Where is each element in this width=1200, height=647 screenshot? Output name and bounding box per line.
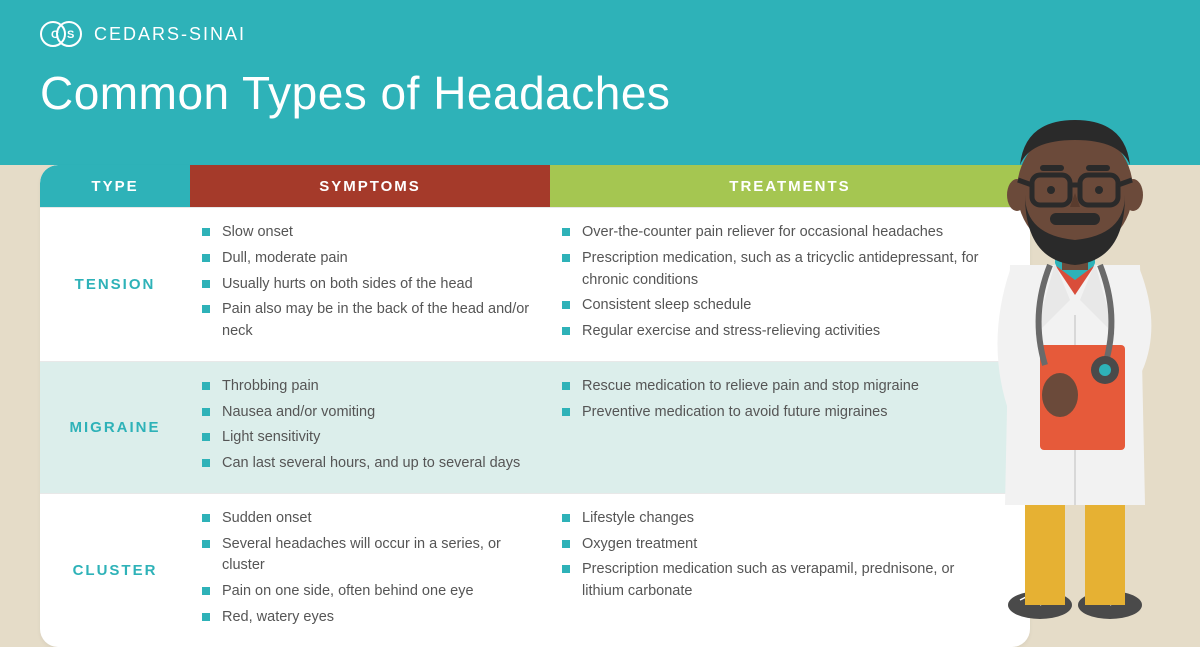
headache-table: TYPE SYMPTOMS TREATMENTS TENSIONSlow ons…: [40, 165, 1030, 647]
table-header-row: TYPE SYMPTOMS TREATMENTS: [40, 165, 1030, 207]
header-type: TYPE: [40, 165, 190, 207]
list-item: Several headaches will occur in a series…: [202, 534, 530, 578]
list-item: Over-the-counter pain reliever for occas…: [562, 222, 1000, 244]
list-item: Nausea and/or vomiting: [202, 402, 530, 424]
list-item: Prescription medication such as verapami…: [562, 559, 1000, 603]
symptoms-cell: Throbbing pain Nausea and/or vomiting Ligh…: [190, 362, 550, 493]
svg-text:S: S: [67, 29, 74, 41]
treatments-cell: Rescue medication to relieve pain and st…: [550, 362, 1030, 493]
list-item: Red, watery eyes: [202, 607, 530, 629]
list-item: Rescue medication to relieve pain and st…: [562, 376, 1000, 398]
symptoms-cell: Sudden onset Several headaches will occur…: [190, 494, 550, 647]
brand-text: CEDARS-SINAI: [94, 24, 246, 45]
symptoms-cell: Slow onset Dull, moderate pain Usually hur…: [190, 208, 550, 361]
table-body: TENSION Slow onset Dull, moderate pain Usua…: [40, 207, 1030, 647]
list-item: Sudden onset: [202, 508, 530, 530]
header-treatments: TREATMENTS: [550, 165, 1030, 207]
list-item: Pain also may be in the back of the head…: [202, 299, 530, 343]
list-item: Throbbing pain: [202, 376, 530, 398]
list-item: Oxygen treatment: [562, 534, 1000, 556]
list-item: Light sensitivity: [202, 427, 530, 449]
treatments-cell: Lifestyle changes Oxygen treatment Prescri…: [550, 494, 1030, 647]
type-cell: MIGRAINE: [40, 362, 190, 493]
list-item: Usually hurts on both sides of the head: [202, 274, 530, 296]
brand-logo-icon: C S: [40, 20, 82, 48]
header-symptoms: SYMPTOMS: [190, 165, 550, 207]
table-row: TENSION Slow onset Dull, moderate pain Usua…: [40, 207, 1030, 361]
brand-row: C S CEDARS-SINAI: [40, 20, 1160, 48]
list-item: Preventive medication to avoid future mi…: [562, 402, 1000, 424]
list-item: Slow onset: [202, 222, 530, 244]
treatments-cell: Over-the-counter pain reliever for occas…: [550, 208, 1030, 361]
type-cell: TENSION: [40, 208, 190, 361]
list-item: Prescription medication, such as a tricy…: [562, 248, 1000, 292]
table-row: CLUSTER Sudden onset Several headaches wil…: [40, 493, 1030, 647]
svg-text:C: C: [51, 29, 59, 41]
list-item: Pain on one side, often behind one eye: [202, 581, 530, 603]
list-item: Dull, moderate pain: [202, 248, 530, 270]
list-item: Can last several hours, and up to severa…: [202, 453, 530, 475]
doctor-illustration: [970, 85, 1180, 625]
type-cell: CLUSTER: [40, 494, 190, 647]
table-row: MIGRAINE Throbbing pain Nausea and/or vomi…: [40, 361, 1030, 493]
list-item: Consistent sleep schedule: [562, 295, 1000, 317]
list-item: Regular exercise and stress-relieving ac…: [562, 321, 1000, 343]
list-item: Lifestyle changes: [562, 508, 1000, 530]
